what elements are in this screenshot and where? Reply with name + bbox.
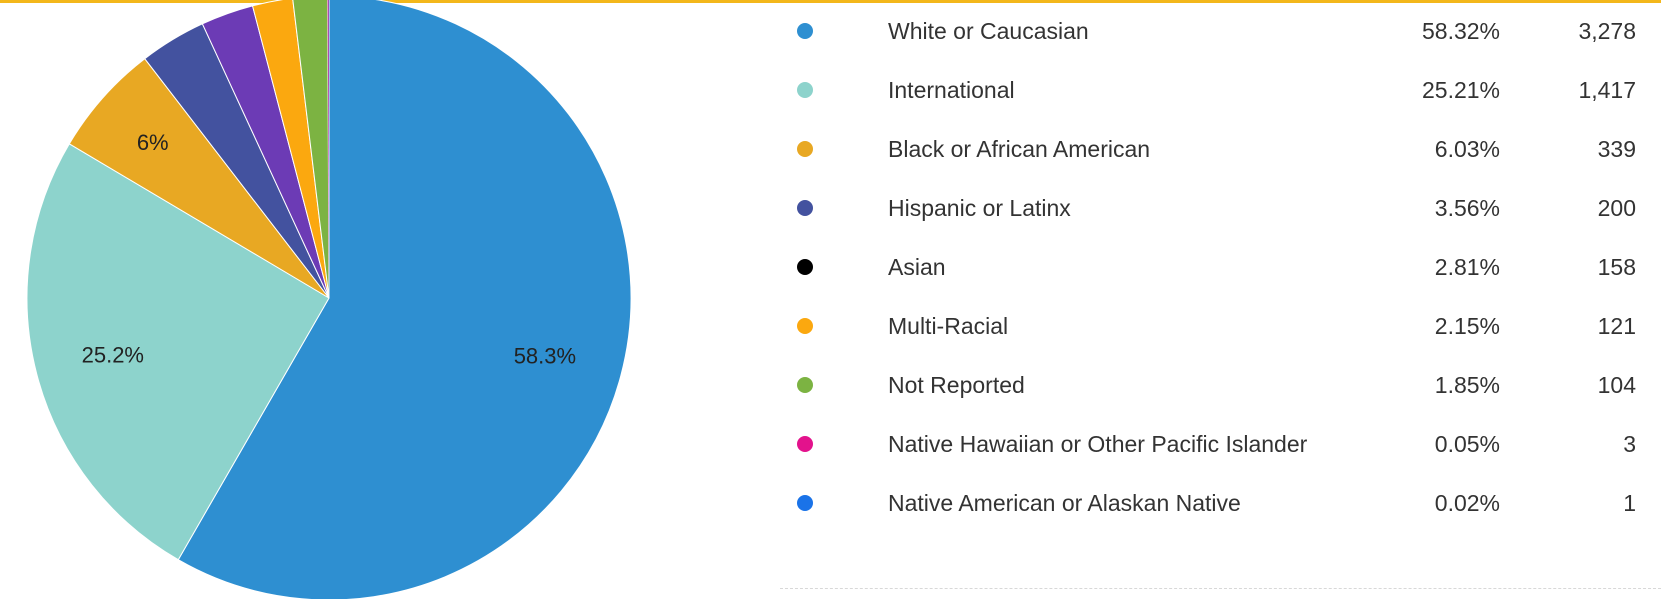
legend-count: 121 [1597, 313, 1636, 339]
legend-percent: 2.15% [1434, 313, 1500, 339]
legend-label: Native American or Alaskan Native [888, 490, 1241, 516]
pie-chart: 58.3% 25.2% 6% [0, 0, 700, 599]
legend-item[interactable]: Black or African American 6.03% 339 [780, 127, 1661, 171]
legend-item[interactable]: Native Hawaiian or Other Pacific Islande… [780, 422, 1661, 466]
pie-slice-6[interactable] [292, 0, 330, 299]
legend-item[interactable]: Not Reported 1.85% 104 [780, 363, 1661, 407]
pie-slice-1[interactable] [26, 143, 330, 561]
legend-swatch [797, 200, 813, 216]
chart-legend: White or Caucasian 58.32% 3,278 Internation… [780, 0, 1661, 599]
legend-divider [780, 588, 1661, 589]
legend-label: Multi-Racial [888, 313, 1009, 339]
legend-count: 339 [1597, 136, 1636, 162]
legend-count: 3,278 [1578, 18, 1636, 44]
legend-percent: 1.85% [1434, 372, 1500, 398]
pie-slice-0[interactable] [177, 0, 632, 599]
legend-percent: 3.56% [1434, 195, 1500, 221]
legend-percent: 0.05% [1434, 431, 1500, 457]
legend-label: Black or African American [888, 136, 1151, 162]
legend-label: International [888, 77, 1015, 103]
legend-item[interactable]: Multi-Racial 2.15% 121 [780, 304, 1661, 348]
top-accent-rule [0, 0, 1661, 3]
legend-count: 1 [1623, 490, 1636, 516]
legend-percent: 58.32% [1421, 18, 1500, 44]
pie-slice-label-2: 6% [137, 130, 169, 155]
legend-item[interactable]: International 25.21% 1,417 [780, 68, 1661, 112]
pie-chart-svg: 58.3% 25.2% 6% [26, 0, 632, 599]
legend-label: Asian [888, 254, 946, 280]
legend-swatch [797, 82, 813, 98]
legend-label: Native Hawaiian or Other Pacific Islande… [888, 431, 1308, 457]
legend-swatch [797, 436, 813, 452]
pie-slice-5[interactable] [251, 0, 330, 299]
legend-count: 104 [1597, 372, 1636, 398]
legend-swatch [797, 23, 813, 39]
legend-item[interactable]: Hispanic or Latinx 3.56% 200 [780, 186, 1661, 230]
pie-slice-7[interactable] [327, 0, 329, 298]
legend-swatch [797, 318, 813, 334]
legend-item[interactable]: White or Caucasian 58.32% 3,278 [780, 9, 1661, 53]
legend-count: 200 [1597, 195, 1636, 221]
legend-swatch [797, 141, 813, 157]
legend-percent: 0.02% [1434, 490, 1500, 516]
legend-percent: 6.03% [1434, 136, 1500, 162]
legend-item[interactable]: Native American or Alaskan Native 0.02% 1 [780, 481, 1661, 525]
legend-percent: 2.81% [1434, 254, 1500, 280]
pie-slice-label-0: 58.3% [514, 344, 576, 369]
legend-label: White or Caucasian [888, 18, 1089, 44]
legend-label: Not Reported [888, 372, 1025, 398]
legend-count: 1,417 [1578, 77, 1636, 103]
legend-percent: 25.21% [1421, 77, 1500, 103]
legend-count: 3 [1623, 431, 1636, 457]
legend-count: 158 [1597, 254, 1636, 280]
legend-swatch [797, 259, 813, 275]
legend-swatch [797, 495, 813, 511]
legend-label: Hispanic or Latinx [888, 195, 1071, 221]
pie-slice-label-1: 25.2% [82, 343, 144, 368]
legend-swatch [797, 377, 813, 393]
legend-item[interactable]: Asian 2.81% 158 [780, 245, 1661, 289]
